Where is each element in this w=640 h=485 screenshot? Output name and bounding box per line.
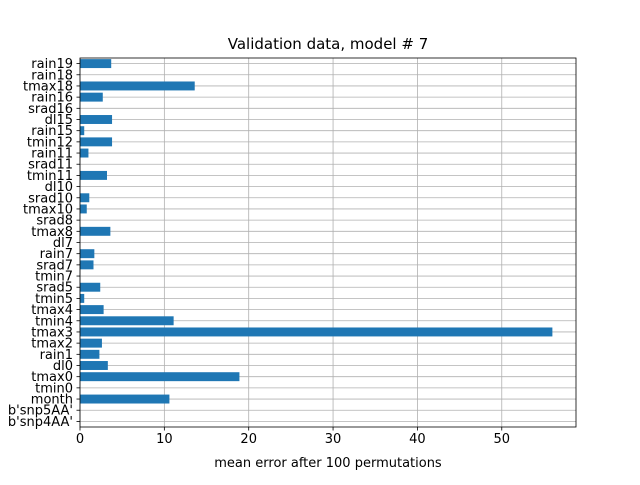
y-tick-label: tmin12 [27, 135, 73, 150]
y-tick-label: rain7 [40, 247, 73, 262]
y-axis-ticks: b'snp4AA'b'snp5AA'monthtmin0tmax0dl0rain… [8, 57, 80, 430]
x-tick-label: 30 [325, 432, 342, 447]
bar [80, 148, 89, 158]
bar [80, 193, 90, 203]
y-tick-label: tmax0 [31, 370, 73, 385]
bar [80, 372, 240, 382]
bar [80, 226, 111, 236]
bar [80, 260, 94, 270]
y-tick-label: tmax4 [31, 303, 73, 318]
chart-title: Validation data, model # 7 [228, 35, 429, 53]
bar [80, 316, 174, 326]
bar [80, 327, 553, 337]
y-tick-label: srad8 [36, 214, 73, 229]
x-axis-label: mean error after 100 permutations [214, 456, 442, 471]
bar [80, 249, 95, 259]
y-tick-label: rain18 [31, 68, 73, 83]
y-tick-label: srad11 [28, 158, 73, 173]
y-tick-label: dl10 [45, 180, 73, 195]
bar [80, 394, 170, 404]
y-tick-label: b'snp5AA' [8, 404, 73, 419]
y-tick-label: tmax8 [31, 225, 73, 240]
bar [80, 126, 85, 136]
y-tick-label: srad16 [28, 102, 73, 117]
x-tick-label: 50 [493, 432, 510, 447]
y-tick-label: dl7 [53, 236, 73, 251]
y-tick-label: srad10 [28, 191, 73, 206]
bar [80, 59, 112, 69]
y-tick-label: tmax18 [23, 79, 73, 94]
y-tick-label: srad5 [36, 281, 73, 296]
y-tick-label: tmax2 [31, 337, 73, 352]
x-tick-label: 0 [76, 432, 84, 447]
y-tick-label: month [31, 393, 73, 408]
y-tick-label: tmin11 [27, 169, 73, 184]
y-tick-label: tmax10 [23, 202, 73, 217]
x-tick-label: 40 [409, 432, 426, 447]
y-tick-label: rain16 [31, 91, 73, 106]
y-tick-label: tmin7 [35, 270, 73, 285]
bar [80, 137, 113, 147]
bars [80, 59, 553, 404]
y-tick-label: tmin5 [35, 292, 73, 307]
bar [80, 293, 85, 303]
x-axis-ticks: 0 10 20 30 40 50 [76, 427, 510, 447]
bar [80, 81, 195, 91]
x-tick-label: 10 [156, 432, 173, 447]
bar [80, 92, 103, 102]
grid-lines [79, 58, 576, 427]
y-tick-label: rain1 [40, 348, 73, 363]
y-tick-label: tmin0 [35, 381, 73, 396]
y-tick-label: srad7 [36, 258, 73, 273]
bar [80, 115, 113, 124]
bar [80, 282, 101, 292]
bar [80, 338, 102, 348]
y-tick-label: tmin4 [35, 314, 73, 329]
y-tick-label: rain19 [31, 57, 73, 72]
x-tick-label: 20 [240, 432, 257, 447]
bar [80, 305, 104, 315]
bar [80, 349, 100, 359]
y-tick-label: rain11 [31, 147, 73, 162]
y-tick-label: rain15 [31, 124, 73, 139]
bar [80, 361, 108, 370]
bar [80, 170, 107, 180]
bar [80, 204, 87, 214]
y-tick-label: b'snp4AA' [8, 415, 73, 430]
y-tick-label: dl0 [53, 359, 73, 374]
y-tick-label: tmax3 [31, 325, 73, 340]
y-tick-label: dl15 [45, 113, 73, 128]
